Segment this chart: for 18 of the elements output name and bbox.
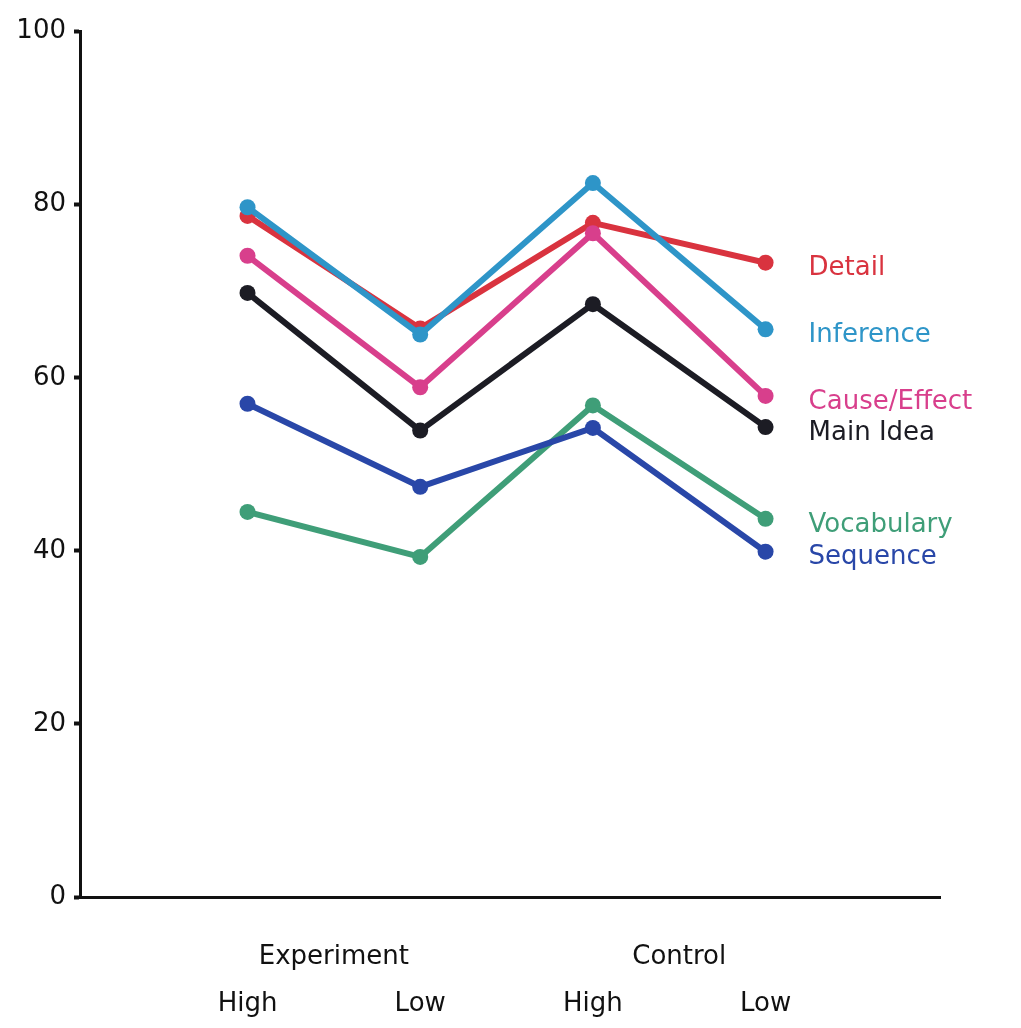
x-tick-label: High (217, 987, 278, 1018)
series-label: Sequence (808, 540, 937, 571)
series-label: Detail (808, 251, 886, 282)
y-tick-label: 40 (32, 533, 66, 564)
y-tick-label: 100 (16, 14, 66, 45)
y-tick-label: 20 (32, 706, 66, 737)
y-tick-label: 0 (49, 879, 66, 910)
x-tick-label: High (563, 987, 623, 1018)
series-label: Cause/Effect (808, 384, 973, 415)
x-tick-label: Low (739, 987, 792, 1018)
series-label: Vocabulary (808, 507, 953, 538)
series-label: Main Idea (808, 415, 936, 446)
text: Experiment (258, 939, 409, 970)
x-tick-label: Low (394, 987, 446, 1018)
series-label: Inference (808, 318, 931, 349)
text: Control (632, 939, 727, 970)
y-tick-label: 60 (32, 360, 66, 391)
y-tick-label: 80 (32, 187, 66, 218)
